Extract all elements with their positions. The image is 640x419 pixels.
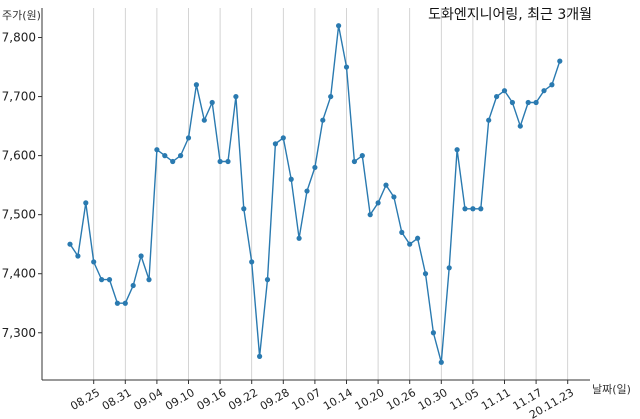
data-point: [217, 158, 223, 165]
y-tick-label: 7,800: [2, 31, 36, 45]
data-point: [359, 153, 365, 159]
data-point: [549, 82, 555, 88]
data-point: [201, 117, 207, 123]
data-point: [67, 241, 73, 247]
data-point: [399, 229, 405, 235]
data-point: [138, 253, 144, 259]
data-point: [178, 153, 184, 159]
x-tick-label: 08.31: [100, 386, 134, 413]
data-point: [525, 99, 531, 106]
chart-title: 도화엔지니어링, 최근 3개월: [428, 7, 592, 23]
data-point: [438, 359, 444, 365]
data-point: [486, 117, 492, 123]
x-tick-label: 10.20: [353, 386, 387, 413]
data-point: [75, 253, 81, 259]
x-tick-label: 11.11: [479, 386, 513, 413]
x-tick-label: 09.10: [163, 386, 197, 413]
x-tick-label: 10.30: [416, 386, 450, 413]
data-point: [407, 241, 413, 247]
x-axis-label: 날짜(일): [592, 382, 631, 396]
data-point: [501, 88, 508, 94]
data-point: [296, 235, 302, 241]
data-point: [257, 353, 263, 359]
data-point: [391, 194, 397, 200]
data-point: [328, 93, 334, 100]
grid-lines: [93, 8, 569, 380]
data-point: [446, 265, 452, 271]
data-point: [517, 123, 523, 129]
x-tick-label: 09.16: [195, 386, 229, 413]
data-point: [462, 206, 468, 212]
data-point: [91, 259, 97, 265]
data-point: [209, 99, 215, 106]
data-point: [280, 135, 286, 141]
data-point: [304, 188, 310, 194]
x-tick-label: 09.04: [131, 386, 165, 413]
x-axis-ticks: 08.2508.3109.0409.1009.1609.2209.2810.07…: [68, 380, 576, 419]
data-point: [533, 99, 539, 106]
y-axis-ticks: 7,300 7,400 7,500 7,600 7,700 7,800: [2, 31, 42, 340]
data-point: [454, 147, 460, 153]
data-point: [375, 200, 381, 206]
x-tick-label: 08.25: [68, 386, 102, 413]
data-point: [154, 147, 160, 153]
data-point: [162, 153, 168, 159]
data-point: [494, 93, 500, 100]
data-point: [241, 206, 247, 212]
x-tick-label: 11.05: [447, 386, 481, 413]
data-point: [320, 117, 326, 123]
y-tick-label: 7,600: [2, 149, 36, 163]
data-point: [541, 88, 547, 94]
data-point: [336, 23, 342, 29]
y-tick-label: 7,300: [2, 326, 36, 340]
data-point: [130, 282, 136, 289]
data-point: [233, 93, 239, 100]
x-tick-label: 09.28: [258, 386, 292, 413]
y-axis-label: 주가(원): [2, 9, 41, 22]
x-tick-label: 09.22: [226, 386, 260, 413]
data-point: [351, 158, 357, 165]
data-point: [225, 158, 231, 165]
data-point: [415, 235, 421, 241]
data-point: [146, 277, 152, 283]
data-point: [99, 277, 105, 283]
data-point: [114, 300, 120, 306]
y-tick-label: 7,400: [2, 267, 36, 281]
data-point: [264, 277, 271, 283]
y-tick-label: 7,700: [2, 90, 36, 104]
data-point: [422, 271, 429, 277]
data-point: [478, 206, 484, 212]
x-tick-label: 10.07: [289, 386, 323, 413]
data-point: [470, 206, 476, 212]
price-series: [67, 23, 563, 365]
data-point: [343, 64, 350, 70]
data-point: [312, 164, 318, 171]
data-point: [185, 135, 192, 141]
x-tick-label: 10.26: [384, 386, 418, 413]
data-point: [288, 176, 294, 182]
data-point: [122, 300, 128, 306]
data-point: [383, 182, 389, 188]
data-point: [249, 259, 255, 265]
data-point: [272, 141, 278, 147]
data-point: [193, 82, 199, 88]
x-tick-label: 10.14: [321, 386, 355, 413]
data-point: [557, 58, 563, 64]
data-point: [106, 277, 113, 283]
data-point: [430, 330, 436, 336]
data-point: [170, 158, 176, 165]
y-tick-label: 7,500: [2, 208, 36, 222]
data-point: [509, 99, 515, 106]
axes: [41, 8, 590, 381]
data-point: [367, 212, 373, 218]
data-point: [83, 200, 89, 206]
